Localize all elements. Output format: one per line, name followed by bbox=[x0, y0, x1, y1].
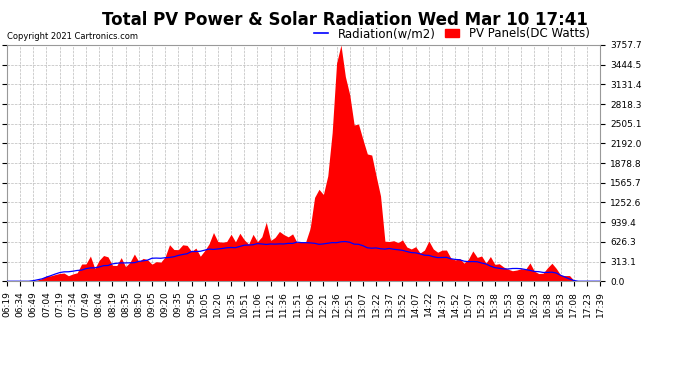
Text: Total PV Power & Solar Radiation Wed Mar 10 17:41: Total PV Power & Solar Radiation Wed Mar… bbox=[102, 11, 588, 29]
Text: Copyright 2021 Cartronics.com: Copyright 2021 Cartronics.com bbox=[7, 32, 138, 41]
Legend: Radiation(w/m2), PV Panels(DC Watts): Radiation(w/m2), PV Panels(DC Watts) bbox=[310, 22, 594, 45]
